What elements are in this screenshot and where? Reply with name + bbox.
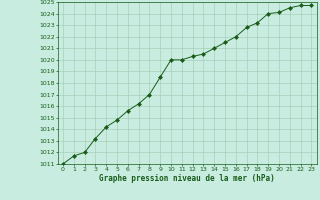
- X-axis label: Graphe pression niveau de la mer (hPa): Graphe pression niveau de la mer (hPa): [99, 174, 275, 183]
